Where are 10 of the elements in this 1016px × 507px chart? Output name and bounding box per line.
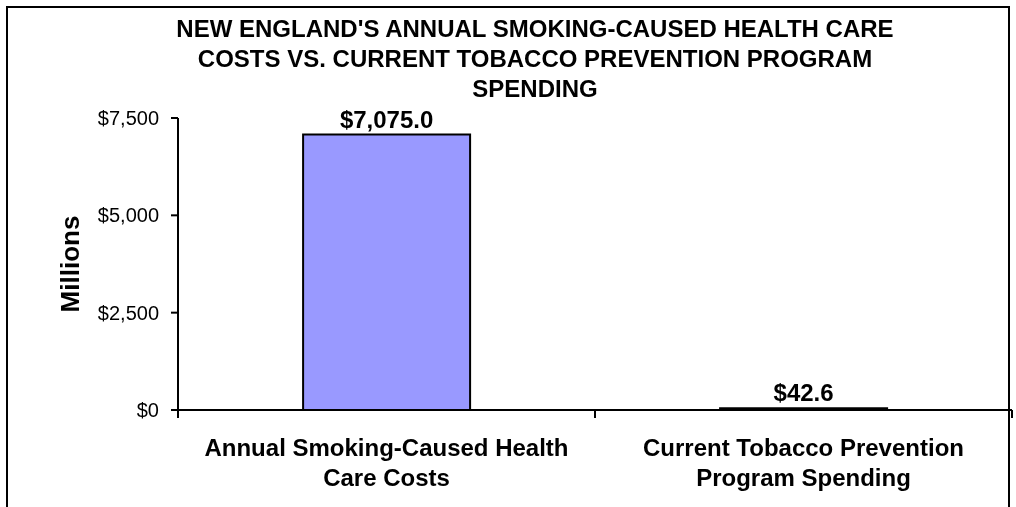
x-tick-label: Current Tobacco Prevention Program Spending xyxy=(643,434,964,491)
y-tick-label: $2,500 xyxy=(97,301,159,324)
y-tick-label: $0 xyxy=(136,399,159,422)
x-tick-label: Annual Smoking-Caused Health Care Costs xyxy=(204,434,569,491)
y-tick-label: $7,500 xyxy=(97,107,159,130)
y-tick-label: $5,000 xyxy=(97,204,159,227)
data-label: $42.6 xyxy=(773,379,834,407)
chart-title: NEW ENGLAND'S ANNUAL SMOKING-CAUSED HEALTH CARE COSTS VS. CURRENT TOBACCO PREVENTION PROGRAM SPENDING xyxy=(176,14,894,104)
data-label: $7,075.0 xyxy=(339,105,434,133)
y-axis-title: Millions xyxy=(55,215,85,313)
